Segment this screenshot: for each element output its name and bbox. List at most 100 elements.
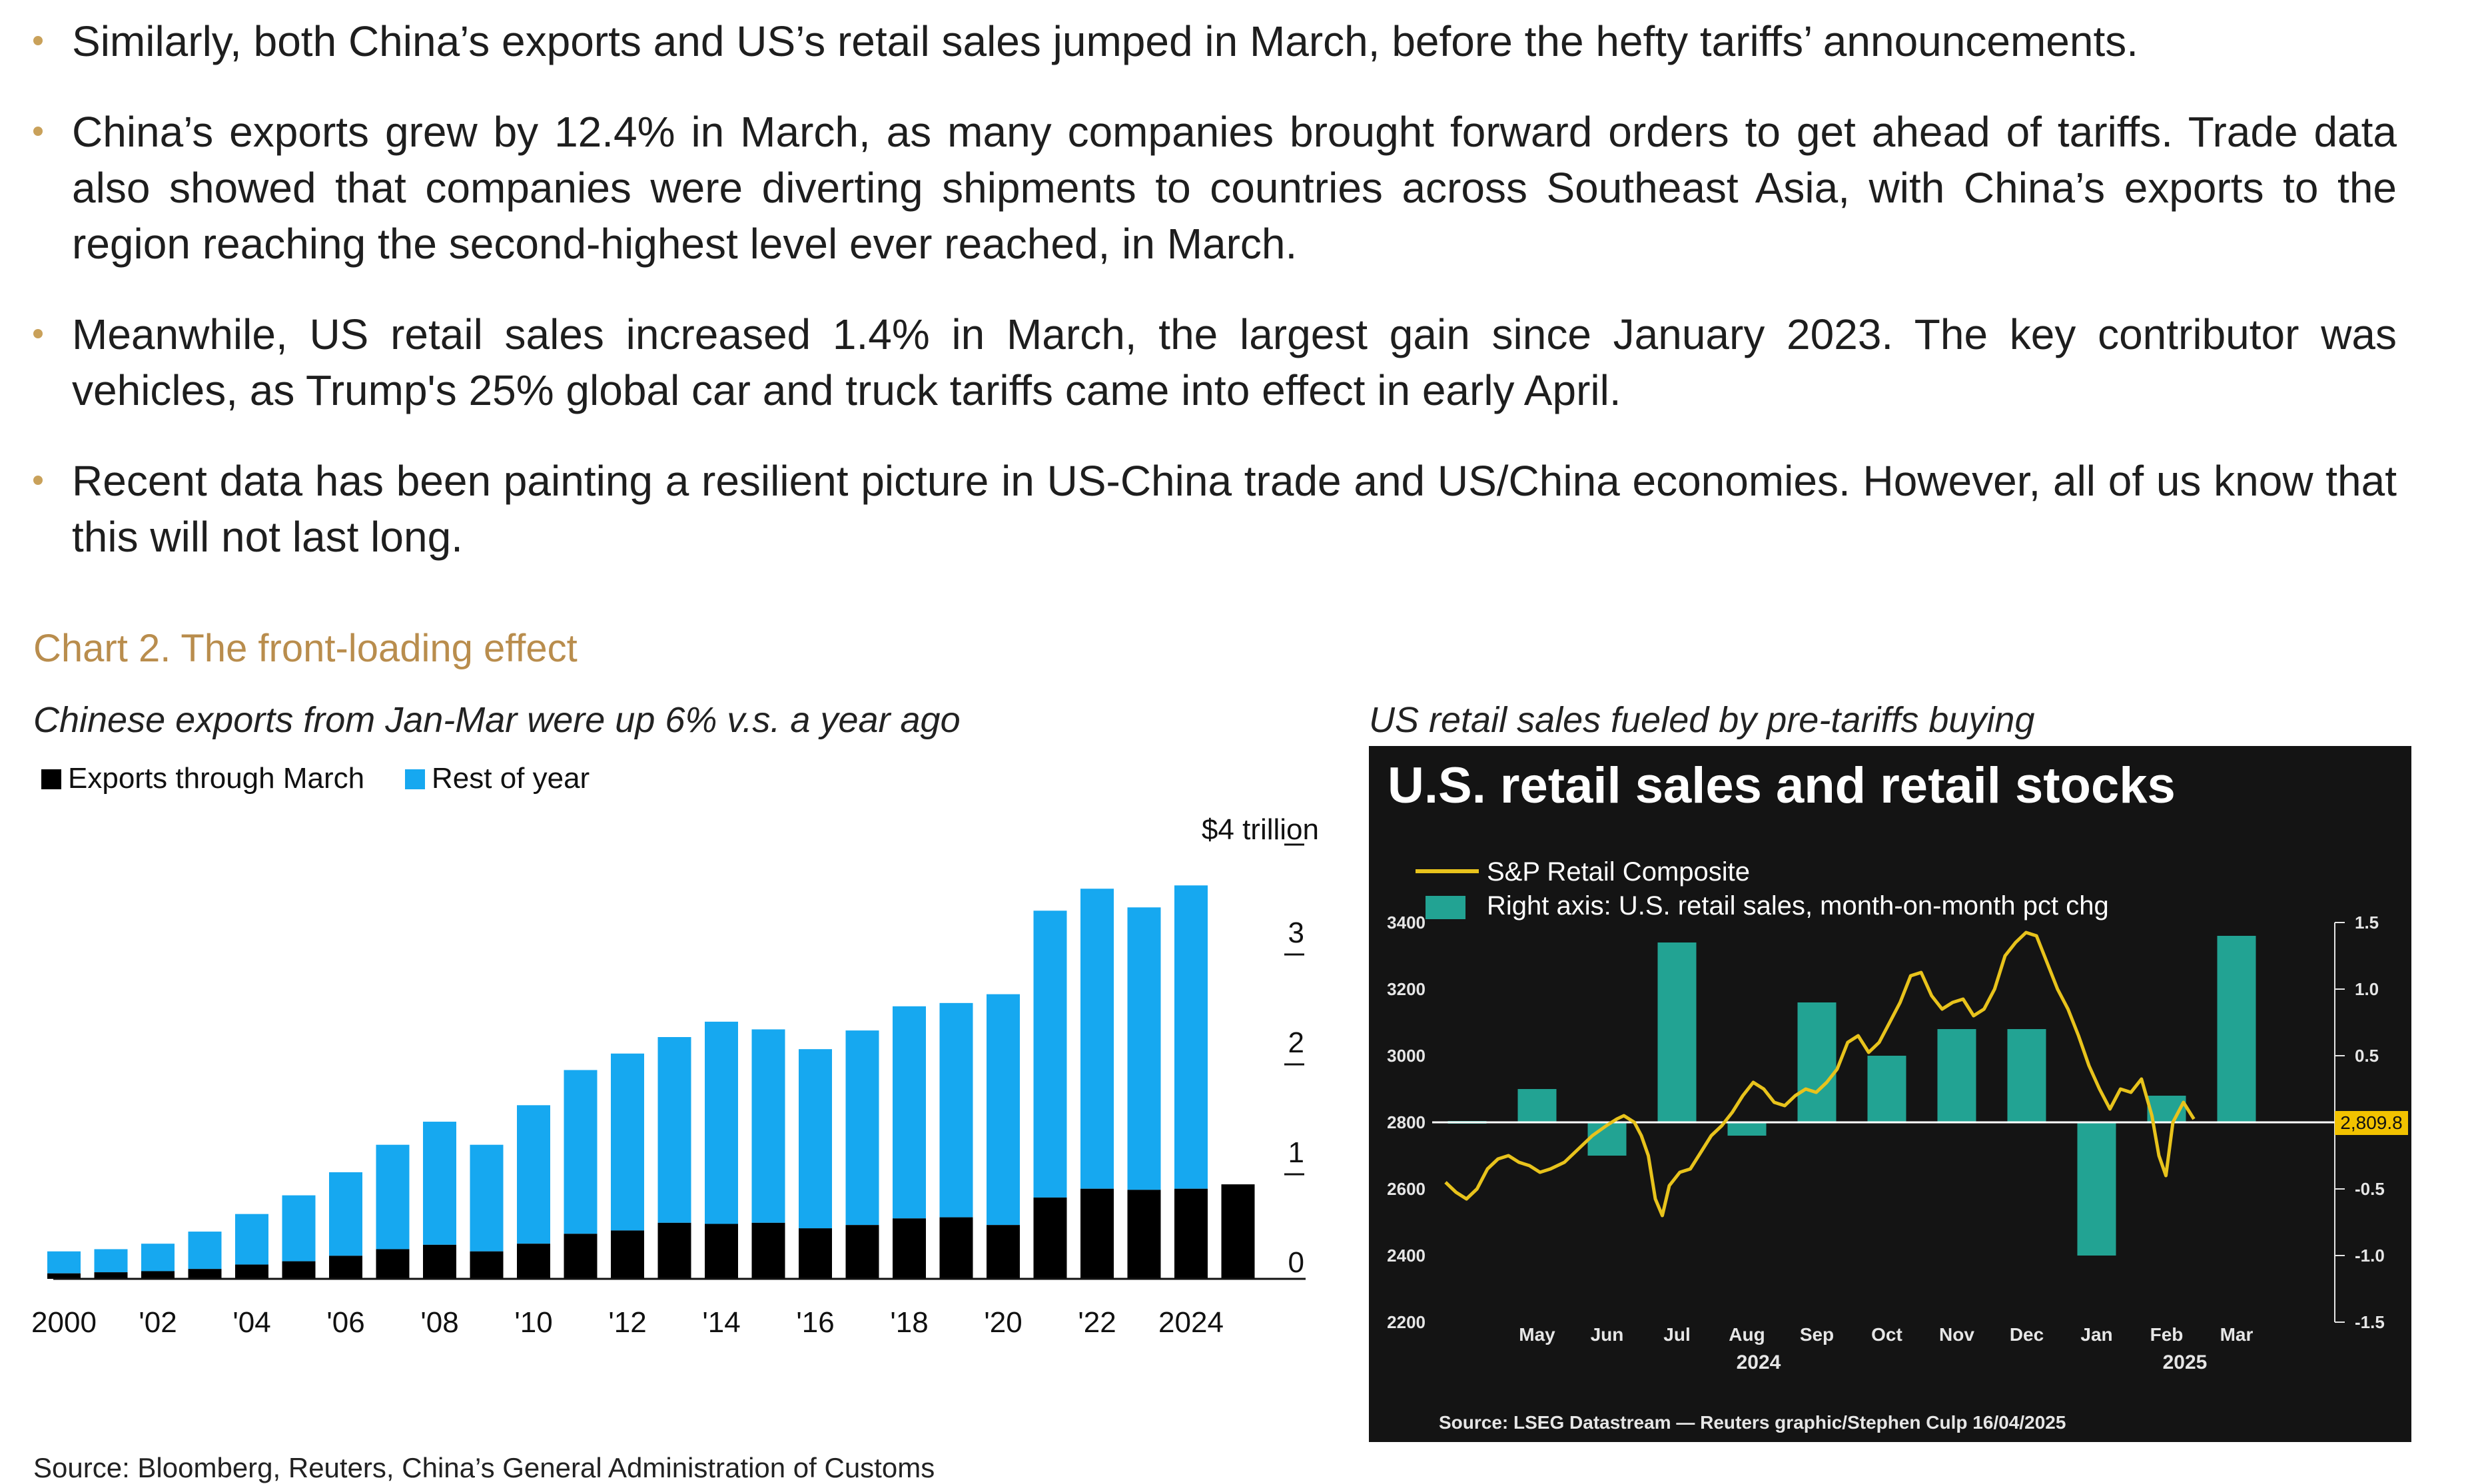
bar-exports-march-2018 xyxy=(893,1218,926,1279)
retail-bar-Aug xyxy=(1727,1122,1767,1136)
x-tick-label-Dec: Dec xyxy=(2010,1324,2044,1345)
bar-rest-of-year-2007 xyxy=(376,1144,410,1250)
retail-bar-Sep xyxy=(1797,1002,1837,1122)
left-axis-tick-3400: 3400 xyxy=(1387,913,1426,932)
bar-rest-of-year-2019 xyxy=(939,1002,973,1218)
y-tick-label-2: 2 xyxy=(1288,1026,1304,1059)
x-tick-label-May: May xyxy=(1519,1324,1555,1345)
legend-swatch-rest xyxy=(405,769,425,789)
china-exports-chart: Exports through March Rest of year $4 tr… xyxy=(31,762,1319,1339)
bar-exports-march-2017 xyxy=(845,1225,879,1279)
left-axis-tick-3200: 3200 xyxy=(1387,979,1426,999)
chart-title: Chart 2. The front-loading effect xyxy=(33,627,578,670)
bar-rest-of-year-2015 xyxy=(751,1029,785,1223)
bar-rest-of-year-2011 xyxy=(564,1070,598,1234)
bar-exports-march-2004 xyxy=(235,1264,268,1279)
bar-exports-march-2014 xyxy=(705,1224,738,1279)
right-axis-tick--1.0: -1.0 xyxy=(2355,1246,2385,1266)
x-tick-label-Oct: Oct xyxy=(1871,1324,1902,1345)
left-axis-tick-3000: 3000 xyxy=(1387,1046,1426,1066)
right-axis-tick-0.5: 0.5 xyxy=(2355,1046,2379,1066)
retail-bar-Jun xyxy=(1587,1122,1627,1156)
left-axis-tick-2600: 2600 xyxy=(1387,1179,1426,1199)
bar-exports-march-2009 xyxy=(470,1251,504,1279)
bar-exports-march-2008 xyxy=(423,1244,456,1279)
year-label-2025: 2025 xyxy=(2163,1351,2208,1373)
right-axis-tick-1.0: 1.0 xyxy=(2355,979,2379,999)
x-tick-label-'22: '22 xyxy=(1078,1306,1116,1339)
legend-label-rest: Rest of year xyxy=(432,762,590,795)
legend-label-retail-sales: Right axis: U.S. retail sales, month-on-… xyxy=(1487,891,2109,921)
x-tick-label-Sep: Sep xyxy=(1800,1324,1834,1345)
bar-exports-march-2001 xyxy=(94,1272,128,1279)
legend-label-exports: Exports through March xyxy=(68,762,364,795)
bar-exports-march-2015 xyxy=(751,1222,785,1279)
bar-exports-march-2024 xyxy=(1174,1188,1208,1279)
bar-rest-of-year-2005 xyxy=(282,1195,316,1262)
x-tick-label-'16: '16 xyxy=(796,1306,834,1339)
bar-rest-of-year-2002 xyxy=(141,1244,175,1272)
bar-rest-of-year-2017 xyxy=(845,1030,879,1226)
bullet-2: China’s exports grew by 12.4% in March, … xyxy=(32,104,2397,272)
retail-bar-Dec xyxy=(2007,1029,2046,1122)
retail-chart-title: U.S. retail sales and retail stocks xyxy=(1388,757,2176,814)
bar-exports-march-2023 xyxy=(1127,1190,1161,1279)
bar-exports-march-2021 xyxy=(1033,1197,1067,1279)
bar-rest-of-year-2003 xyxy=(188,1232,222,1270)
year-label-2024: 2024 xyxy=(1737,1351,1781,1373)
x-tick-label-'14: '14 xyxy=(702,1306,740,1339)
x-tick-label-'18: '18 xyxy=(890,1306,928,1339)
right-axis-tick--1.5: -1.5 xyxy=(2355,1312,2385,1332)
last-value-badge xyxy=(2335,1111,2408,1135)
bullet-4: Recent data has been painting a resilien… xyxy=(32,453,2397,565)
bar-exports-march-2013 xyxy=(657,1222,691,1279)
bar-rest-of-year-2024 xyxy=(1174,885,1208,1189)
bar-exports-march-2005 xyxy=(282,1261,316,1279)
bar-rest-of-year-2018 xyxy=(893,1006,926,1219)
left-axis-tick-2200: 2200 xyxy=(1387,1312,1426,1332)
left-chart-subtitle: Chinese exports from Jan-Mar were up 6% … xyxy=(33,700,961,740)
retail-bar-Jan xyxy=(2077,1122,2116,1256)
x-tick-label-'06: '06 xyxy=(326,1306,364,1339)
x-tick-label-Jul: Jul xyxy=(1663,1324,1690,1345)
bar-rest-of-year-2012 xyxy=(611,1053,644,1231)
bar-rest-of-year-2020 xyxy=(987,994,1020,1226)
bar-exports-march-2003 xyxy=(188,1269,222,1279)
bar-rest-of-year-2006 xyxy=(329,1172,362,1256)
right-axis-tick-1.5: 1.5 xyxy=(2355,913,2379,932)
x-tick-label-Jun: Jun xyxy=(1591,1324,1624,1345)
retail-bar-Nov xyxy=(1937,1029,1976,1122)
x-tick-label-'20: '20 xyxy=(984,1306,1022,1339)
x-tick-label-Aug: Aug xyxy=(1729,1324,1765,1345)
bar-exports-march-2010 xyxy=(517,1244,550,1279)
bar-exports-march-2022 xyxy=(1080,1188,1114,1279)
retail-bar-Jul xyxy=(1657,942,1697,1122)
bar-rest-of-year-2023 xyxy=(1127,907,1161,1190)
bar-exports-march-2002 xyxy=(141,1271,175,1279)
left-axis-tick-2400: 2400 xyxy=(1387,1246,1426,1266)
retail-composite-line xyxy=(1444,930,2196,1218)
last-value-label: 2,809.8 xyxy=(2340,1112,2402,1133)
legend-swatch-exports xyxy=(41,769,61,789)
us-retail-chart: U.S. retail sales and retail stocks S&P … xyxy=(1369,746,2411,1442)
retail-bar-Mar xyxy=(2217,936,2256,1122)
x-tick-label-Nov: Nov xyxy=(1939,1324,1974,1345)
x-tick-label-'08: '08 xyxy=(420,1306,458,1339)
legend-label-retail-composite: S&P Retail Composite xyxy=(1487,857,1750,887)
bar-rest-of-year-2021 xyxy=(1033,911,1067,1198)
bar-exports-march-2011 xyxy=(564,1234,598,1279)
y-tick-label-1: 1 xyxy=(1288,1136,1304,1169)
source-note: Source: Bloomberg, Reuters, China’s Gene… xyxy=(33,1452,935,1483)
bar-exports-march-2006 xyxy=(329,1256,362,1279)
bar-rest-of-year-2010 xyxy=(517,1105,550,1244)
bar-rest-of-year-2022 xyxy=(1080,889,1114,1189)
bar-exports-march-2012 xyxy=(611,1230,644,1279)
bar-exports-march-2025 xyxy=(1221,1184,1255,1279)
y-unit-label: $4 trillion xyxy=(1202,813,1319,846)
x-tick-label-2000: 2000 xyxy=(31,1306,97,1339)
legend-bar-swatch xyxy=(1426,896,1465,919)
retail-chart-source: Source: LSEG Datastream — Reuters graphi… xyxy=(1439,1412,2066,1433)
bullet-3: Meanwhile, US retail sales increased 1.4… xyxy=(32,306,2397,418)
bar-rest-of-year-2004 xyxy=(235,1214,268,1265)
bar-rest-of-year-2009 xyxy=(470,1144,504,1252)
